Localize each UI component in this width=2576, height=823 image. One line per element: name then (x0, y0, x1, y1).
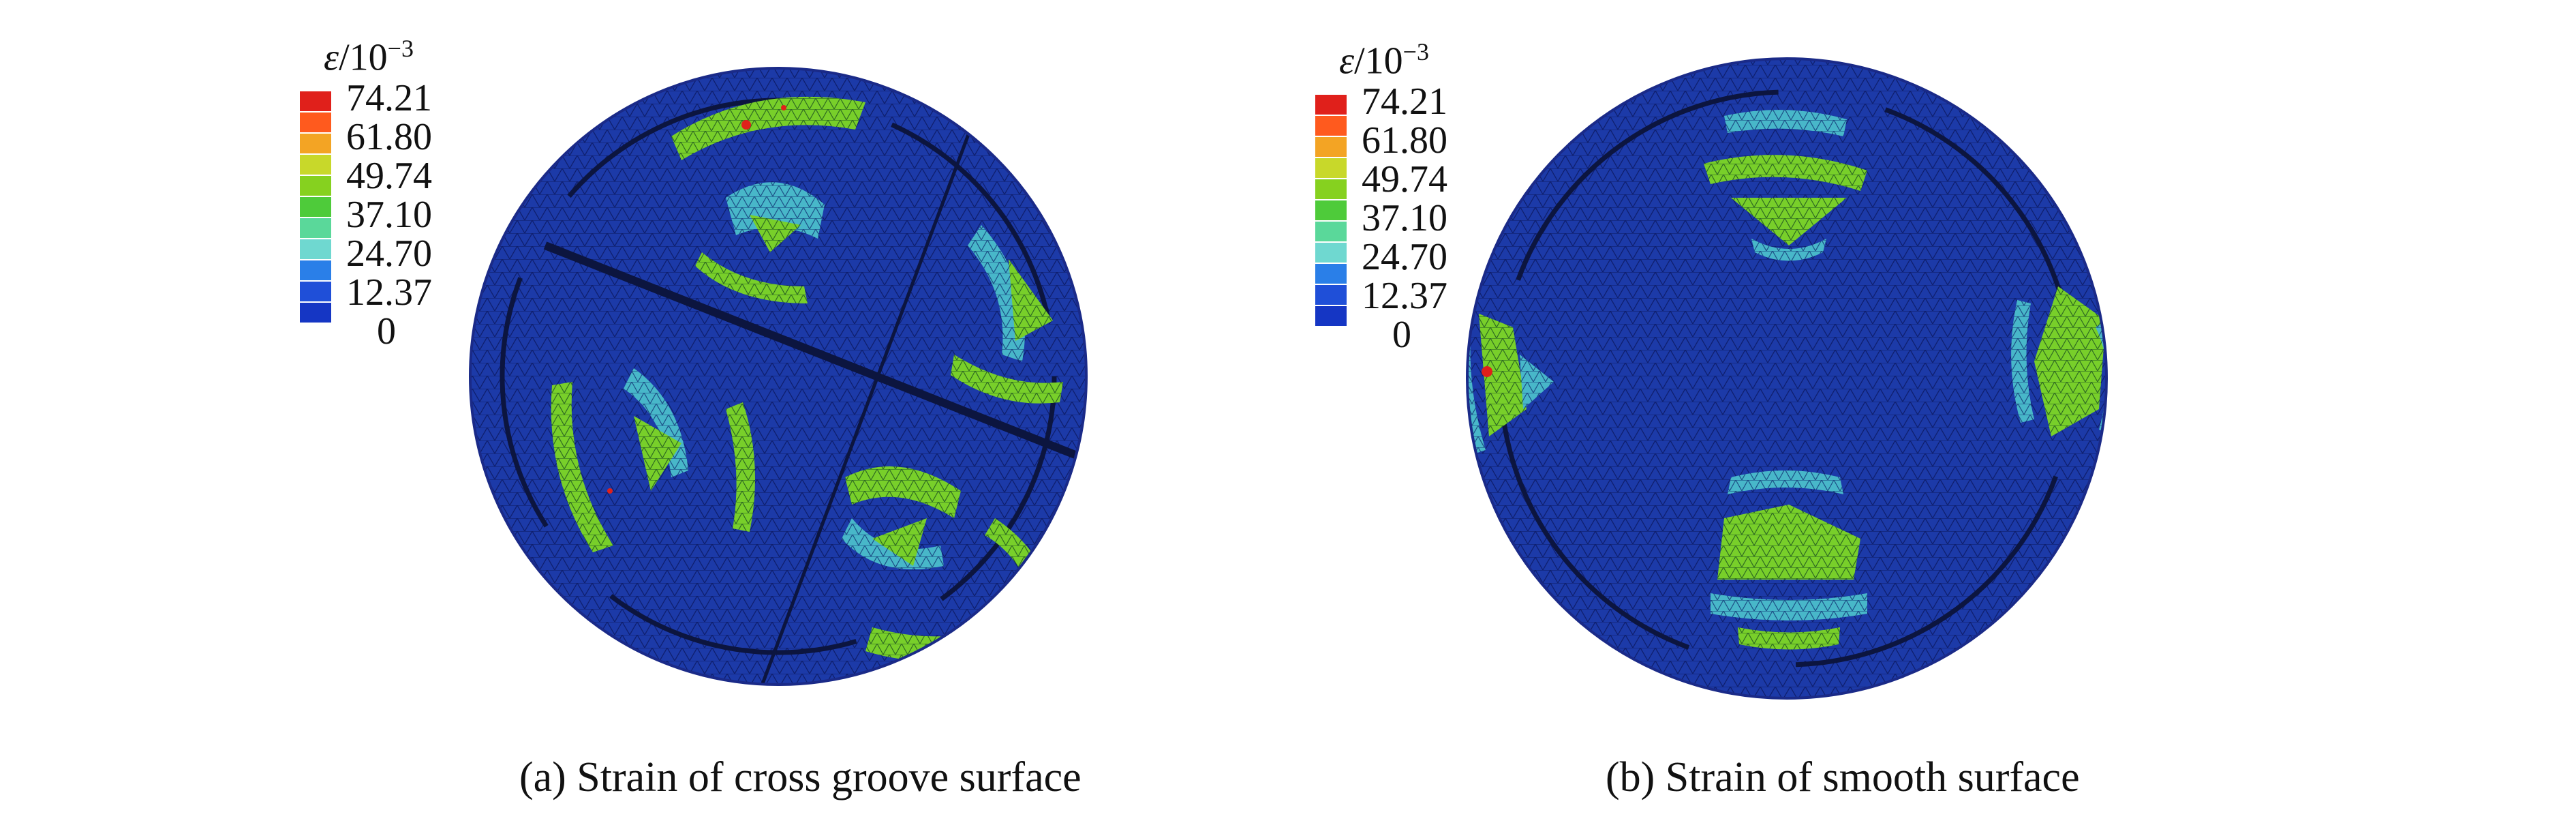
colorbar-swatch (300, 91, 331, 111)
colorbar-swatch (1315, 179, 1347, 199)
tick-label-0: 74.21 (346, 77, 432, 119)
strain-map-smooth (1466, 57, 2108, 700)
tick-label-1: 61.80 (346, 116, 432, 158)
hot-zone-top (671, 96, 865, 303)
panel-a: ε/10−3 74.21 61.80 49.74 37.10 24.70 12.… (300, 35, 1088, 800)
tick-label-3: 37.10 (1362, 197, 1447, 239)
tick-label-4: 24.70 (346, 233, 432, 275)
hot-zone-left (551, 368, 755, 552)
tick-label-6: 0 (377, 310, 396, 353)
strain-map-cross-groove (469, 67, 1088, 686)
hot-zone-left (1469, 314, 1554, 457)
hot-zone-right (2011, 286, 2105, 436)
colorbar-title-a: ε/10−3 (324, 35, 414, 79)
colorbar-swatch (1315, 264, 1347, 284)
colorbar-swatch (300, 197, 331, 217)
colorbar-swatch (300, 239, 331, 259)
colorbar-swatch (1315, 243, 1347, 263)
caption-b: (b) Strain of smooth surface (1606, 754, 2080, 800)
caption-a: (a) Strain of cross groove surface (519, 754, 1082, 800)
tick-label-4: 24.70 (1362, 236, 1447, 278)
hot-zone-top (1704, 110, 1867, 261)
colorbar-swatch (1315, 200, 1347, 220)
colorbar-swatch (1315, 306, 1347, 326)
colorbar-swatch (1315, 285, 1347, 305)
colorbar-swatch (300, 176, 331, 196)
colorbar-swatch (300, 303, 331, 323)
colorbar-swatch (300, 218, 331, 238)
colorbar-swatch (1315, 222, 1347, 241)
colorbar-swatch (1315, 116, 1347, 136)
colorbar-swatch (300, 282, 331, 301)
colorbar-swatch (1315, 95, 1347, 115)
hot-zone-bottom (1711, 470, 1867, 650)
tick-label-2: 49.74 (1362, 158, 1447, 200)
tick-label-0: 74.21 (1362, 80, 1447, 123)
colorbar-swatch (1315, 158, 1347, 178)
tick-label-6: 0 (1392, 314, 1411, 356)
tick-label-5: 12.37 (346, 271, 432, 314)
colorbar-swatch (300, 260, 331, 280)
tick-label-5: 12.37 (1362, 275, 1447, 317)
tick-label-1: 61.80 (1362, 119, 1447, 162)
colorbar-title-b: ε/10−3 (1339, 38, 1429, 83)
colorbar-swatch (300, 134, 331, 153)
colorbar-swatch (300, 155, 331, 175)
panel-b: ε/10−3 74.21 61.80 49.74 37.10 24.70 12.… (1288, 0, 2576, 823)
colorbar-swatch (300, 113, 331, 132)
tick-label-2: 49.74 (346, 155, 432, 197)
tick-label-3: 37.10 (346, 194, 432, 236)
colorbar-swatch (1315, 137, 1347, 157)
